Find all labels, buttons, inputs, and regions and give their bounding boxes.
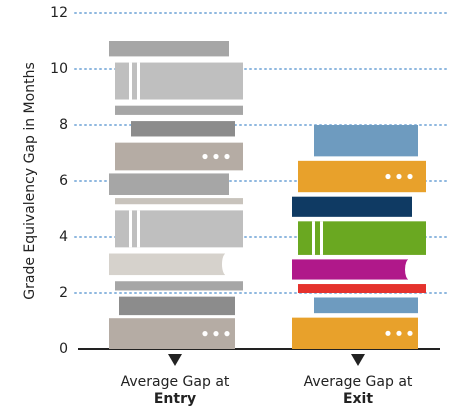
book-dot — [202, 331, 207, 336]
book-stack — [109, 41, 243, 349]
y-tick-label: 6 — [59, 173, 68, 189]
book-stripe — [137, 63, 140, 100]
x-tick-label: Average Gap at Entry — [115, 374, 235, 408]
book-stripe — [137, 210, 140, 247]
category-marker — [168, 354, 182, 366]
book — [109, 254, 225, 276]
y-tick-label: 4 — [59, 229, 68, 245]
book — [292, 259, 408, 279]
book-dot — [213, 331, 218, 336]
book — [115, 198, 243, 204]
y-tick-label: 0 — [59, 341, 68, 357]
book — [109, 173, 229, 195]
book — [115, 143, 243, 171]
book-dot — [385, 174, 390, 179]
book-stack — [292, 125, 426, 349]
book-stripe — [129, 210, 132, 247]
book-dot — [396, 331, 401, 336]
y-tick-label: 10 — [50, 61, 68, 77]
book — [109, 41, 229, 56]
book-dot — [407, 331, 412, 336]
book-dot — [224, 331, 229, 336]
book-dot — [202, 154, 207, 159]
chart-svg: Grade Equivalency Gap in Months 0 2 4 6 8 10 1… — [0, 0, 470, 417]
book — [119, 297, 235, 315]
book — [314, 125, 418, 156]
y-tick-label: 2 — [59, 285, 68, 301]
book — [115, 210, 243, 247]
book — [115, 281, 243, 290]
category-marker — [351, 354, 365, 366]
book — [314, 297, 418, 313]
book-page — [222, 254, 230, 276]
x-tick-label: Average Gap at Exit — [298, 374, 418, 408]
book-dot — [396, 174, 401, 179]
book-dot — [407, 174, 412, 179]
book — [298, 221, 426, 255]
book-dot — [213, 154, 218, 159]
book — [115, 63, 243, 100]
book — [298, 161, 426, 192]
book — [131, 121, 235, 136]
book-stripe — [129, 63, 132, 100]
book-stripe — [312, 221, 315, 255]
book-page — [405, 259, 413, 279]
y-tick-label: 8 — [59, 117, 68, 133]
chart: Grade Equivalency Gap in Months 0 2 4 6 8 10 1… — [0, 0, 470, 417]
book — [298, 284, 426, 293]
y-axis-label: Grade Equivalency Gap in Months — [22, 62, 38, 299]
book-stripe — [320, 221, 323, 255]
book — [115, 106, 243, 115]
y-tick-label: 12 — [50, 5, 68, 21]
book-dot — [224, 154, 229, 159]
book — [292, 197, 412, 217]
book-dot — [385, 331, 390, 336]
